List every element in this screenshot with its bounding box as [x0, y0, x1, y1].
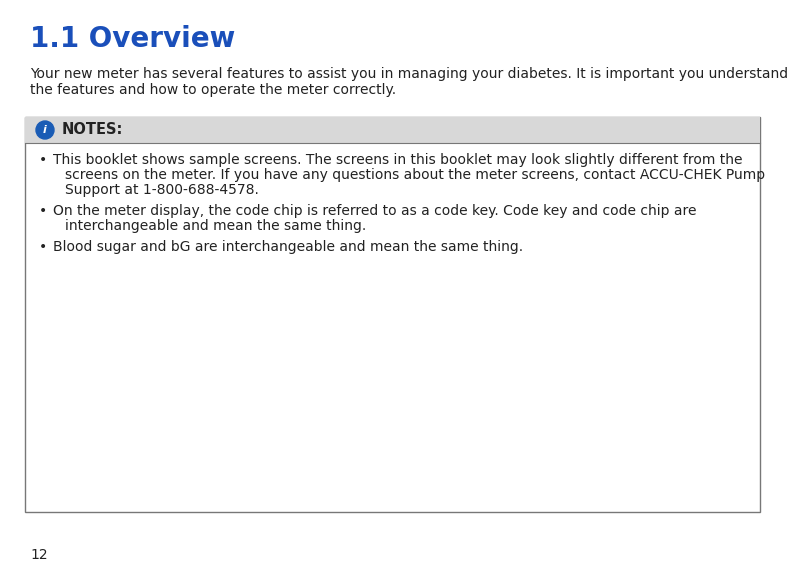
Text: NOTES:: NOTES:: [62, 123, 124, 137]
Text: the features and how to operate the meter correctly.: the features and how to operate the mete…: [30, 83, 396, 97]
Text: i: i: [43, 125, 47, 135]
Text: •: •: [39, 153, 47, 167]
Text: On the meter display, the code chip is referred to as a code key. Code key and c: On the meter display, the code chip is r…: [53, 204, 697, 218]
Text: •: •: [39, 204, 47, 218]
Text: 12: 12: [30, 548, 47, 562]
Text: •: •: [39, 240, 47, 254]
Text: interchangeable and mean the same thing.: interchangeable and mean the same thing.: [65, 219, 366, 233]
Text: Your new meter has several features to assist you in managing your diabetes. It : Your new meter has several features to a…: [30, 67, 788, 81]
Text: This booklet shows sample screens. The screens in this booklet may look slightly: This booklet shows sample screens. The s…: [53, 153, 742, 167]
FancyBboxPatch shape: [25, 117, 760, 143]
Text: 1.1 Overview: 1.1 Overview: [30, 25, 236, 53]
FancyBboxPatch shape: [25, 117, 760, 512]
Circle shape: [36, 121, 54, 139]
Text: screens on the meter. If you have any questions about the meter screens, contact: screens on the meter. If you have any qu…: [65, 168, 765, 182]
Text: Support at 1-800-688-4578.: Support at 1-800-688-4578.: [65, 183, 259, 197]
Text: Blood sugar and bG are interchangeable and mean the same thing.: Blood sugar and bG are interchangeable a…: [53, 240, 523, 254]
